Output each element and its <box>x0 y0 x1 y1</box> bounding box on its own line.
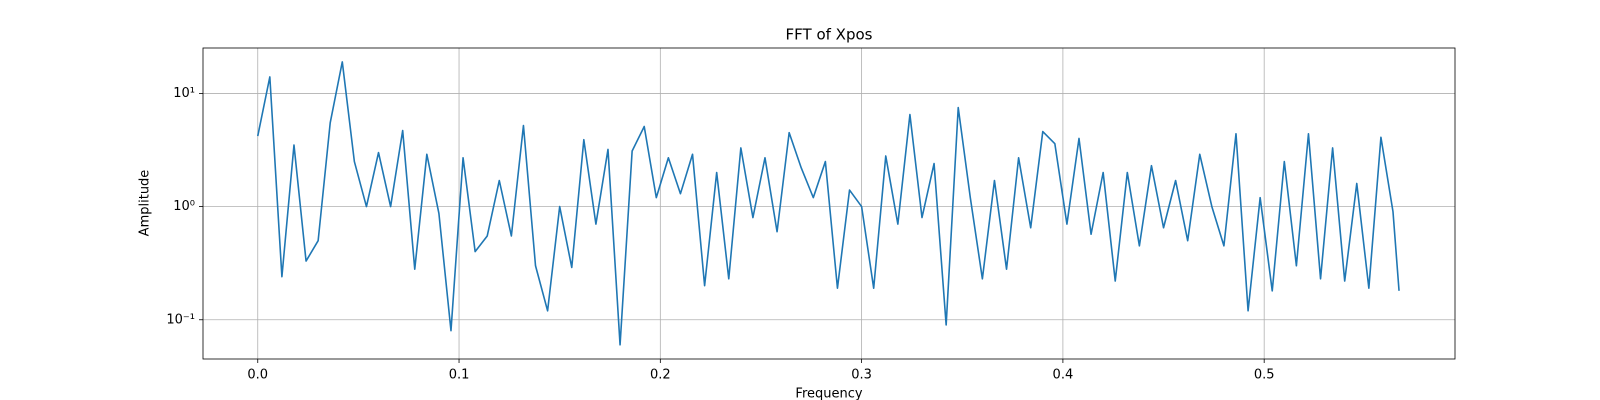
x-tick-label: 0.0 <box>247 368 268 383</box>
x-axis-label: Frequency <box>795 387 862 400</box>
y-tick-label: 10⁻¹ <box>166 312 195 327</box>
plot-frame <box>202 47 1456 360</box>
chart-title: FFT of Xpos <box>786 26 873 44</box>
x-tick-label: 0.2 <box>650 368 671 383</box>
x-tick-label: 0.5 <box>1254 368 1275 383</box>
y-tick-label: 10⁰ <box>173 199 195 214</box>
x-tick-label: 0.4 <box>1053 368 1074 383</box>
y-axis-label: Amplitude <box>138 170 153 237</box>
data-line <box>256 61 1400 346</box>
x-tick-label: 0.1 <box>449 368 470 383</box>
y-tick-label: 10¹ <box>173 86 195 101</box>
x-tick-label: 0.3 <box>851 368 872 383</box>
